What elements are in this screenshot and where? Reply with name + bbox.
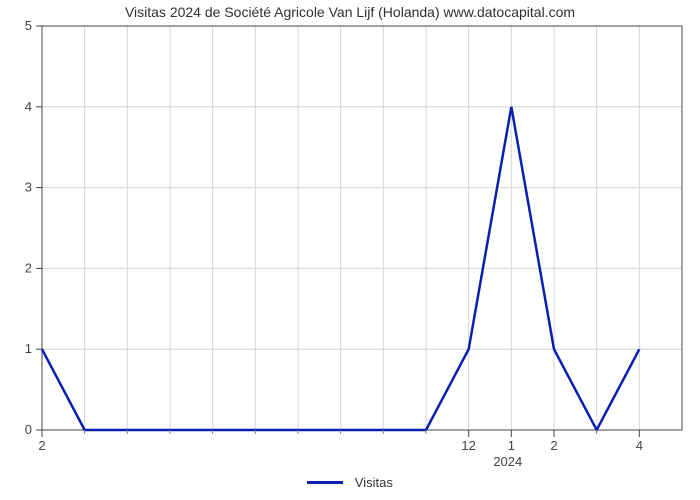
y-tick-label: 2 [25,260,32,275]
legend: Visitas [0,474,700,490]
chart-plot: 012345212124 [12,20,690,456]
x-tick-label: 4 [636,438,643,453]
y-tick-label: 4 [25,99,32,114]
legend-swatch [307,481,343,484]
x-tick-label: 12 [461,438,475,453]
y-tick-label: 5 [25,20,32,33]
x-tick-label: 1 [508,438,515,453]
y-tick-label: 0 [25,422,32,437]
x-tick-label: 2 [550,438,557,453]
x-group-label: 2024 [493,454,522,469]
chart-title: Visitas 2024 de Société Agricole Van Lij… [0,4,700,20]
legend-label: Visitas [355,475,393,490]
y-tick-label: 3 [25,180,32,195]
y-tick-label: 1 [25,341,32,356]
chart-container: Visitas 2024 de Société Agricole Van Lij… [0,0,700,500]
x-tick-label: 2 [38,438,45,453]
